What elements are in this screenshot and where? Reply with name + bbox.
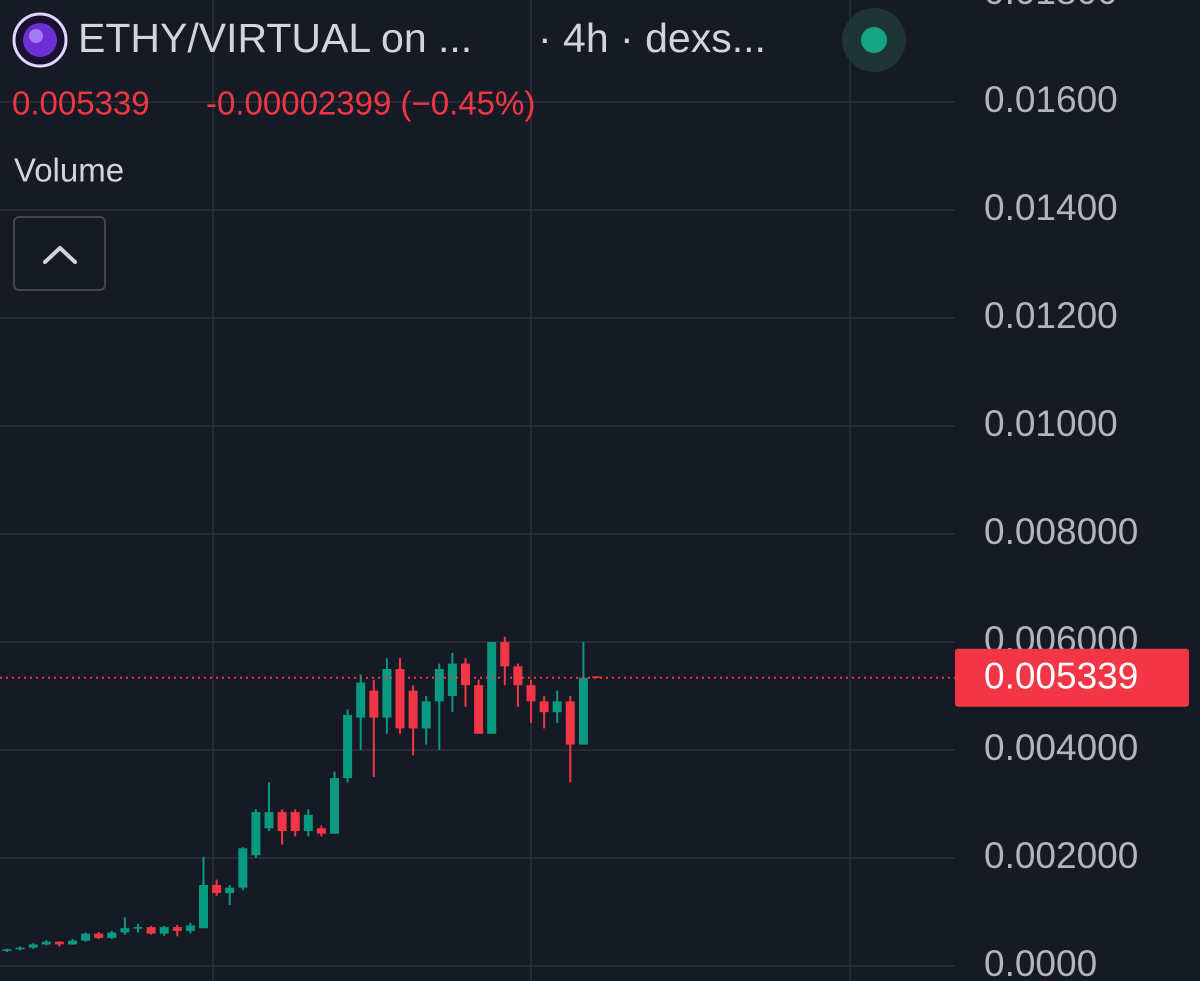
price-axis: 0.00000.0020000.0040000.0060000.0080000.… (955, 0, 1189, 981)
last-price: 0.005339 (12, 85, 150, 122)
price-change: -0.00002399 (−0.45%) (206, 85, 535, 122)
candle-body (408, 690, 418, 729)
candle-body (238, 848, 248, 888)
y-tick-label: 0.01600 (984, 79, 1118, 120)
candle-body (133, 927, 143, 929)
candle-body (199, 884, 208, 929)
candle-body (212, 884, 222, 894)
last-price-badge (955, 648, 1189, 707)
symbol-icon-glow (29, 29, 43, 43)
y-tick-label: 0.01800 (984, 0, 1118, 12)
y-tick-label: 0.01400 (984, 187, 1118, 228)
candle-body (94, 933, 104, 938)
candle-body (592, 676, 601, 678)
y-tick-label: 0.002000 (984, 835, 1138, 876)
candle-body (277, 812, 287, 831)
candle-body (28, 944, 38, 948)
candle-body (434, 668, 444, 702)
candle-body (513, 666, 523, 686)
y-tick-label: 0.0000 (984, 943, 1097, 981)
y-tick-label: 0.01200 (984, 295, 1118, 336)
candle-body (565, 701, 575, 745)
candle-body (185, 925, 195, 931)
candle-body (500, 641, 510, 667)
candle-body (369, 690, 379, 718)
candle-body (421, 701, 431, 729)
candle-body (316, 828, 326, 834)
candle-body (330, 778, 339, 834)
candle-body (251, 812, 261, 856)
candle-body (2, 949, 12, 951)
grid (0, 0, 955, 981)
candle-body (343, 714, 353, 779)
candle-body (552, 701, 562, 713)
candle-body (120, 928, 130, 933)
candle-body (54, 941, 64, 945)
y-tick-label: 0.01000 (984, 403, 1118, 444)
collapse-button[interactable] (13, 216, 106, 291)
y-tick-label: 0.004000 (984, 727, 1138, 768)
candle-body (382, 668, 392, 718)
last-price-label: 0.005339 (984, 655, 1138, 696)
status-dot[interactable] (861, 27, 887, 53)
candle-body (68, 940, 77, 945)
candle-body (356, 682, 366, 718)
candle-body (159, 927, 169, 934)
candle-body (578, 677, 588, 745)
candle-body (225, 887, 235, 894)
candle-body (107, 932, 117, 938)
candle-body (146, 927, 156, 934)
plot (0, 636, 955, 952)
candle-body (526, 685, 536, 702)
candle-body (172, 927, 182, 931)
candle-body (395, 668, 405, 729)
indicator-label[interactable]: Volume (14, 152, 124, 189)
candle-body (81, 933, 91, 941)
candle-body (15, 947, 25, 950)
candle-body (41, 941, 51, 945)
candle-body (539, 701, 549, 713)
candle-body (264, 812, 274, 829)
symbol-title[interactable]: ETHY/VIRTUAL on ... (78, 15, 472, 61)
candle-body (474, 685, 484, 734)
header: ETHY/VIRTUAL on ... · 4h · dexs... 0.005… (12, 8, 906, 291)
y-tick-label: 0.008000 (984, 511, 1138, 552)
candle-body (447, 663, 457, 696)
candle-body (290, 812, 300, 831)
candle-body (487, 641, 497, 734)
candle-body (461, 663, 470, 686)
candle-body (303, 814, 313, 831)
chevron-icon (43, 246, 77, 264)
interval-exchange[interactable]: · 4h · dexs... (538, 15, 766, 61)
